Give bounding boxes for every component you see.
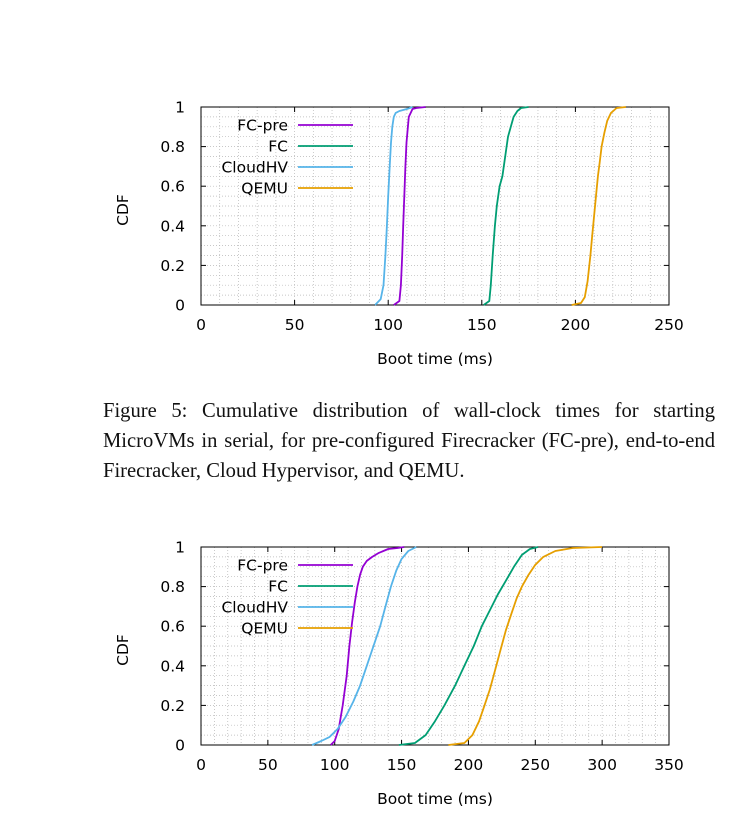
y-tick-label: 0 — [175, 297, 185, 315]
legend-label: FC-pre — [237, 557, 288, 575]
x-tick-label: 300 — [587, 756, 617, 774]
legend-label: CloudHV — [221, 599, 288, 617]
legend: FC-pre FC CloudHV QEMU — [221, 557, 353, 638]
x-tick-label: 250 — [654, 316, 684, 334]
x-tick-label: 200 — [454, 756, 484, 774]
x-tick-label: 0 — [196, 756, 206, 774]
x-tick-label: 150 — [467, 316, 497, 334]
y-tick-label: 0.4 — [160, 217, 185, 235]
x-tick-label: 150 — [387, 756, 417, 774]
legend-label: QEMU — [241, 620, 288, 638]
x-axis-label: Boot time (ms) — [377, 350, 493, 368]
x-tick-label: 250 — [520, 756, 550, 774]
legend-label: FC — [268, 578, 288, 596]
y-tick-label: 0 — [175, 737, 185, 755]
x-tick-label: 350 — [654, 756, 684, 774]
y-tick-label: 1 — [175, 539, 185, 557]
series-line-fc — [483, 106, 529, 306]
series-line-fc — [398, 546, 539, 746]
series-line-fc-pre — [393, 106, 426, 306]
x-tick-label: 100 — [373, 316, 403, 334]
series-line-qemu — [448, 546, 603, 746]
series-line-cloudhv — [311, 546, 417, 746]
x-tick-label: 50 — [285, 316, 305, 334]
y-tick-label: 0.6 — [160, 618, 185, 636]
legend-label: FC — [268, 138, 288, 156]
x-axis-label: Boot time (ms) — [377, 790, 493, 808]
x-tick-label: 100 — [320, 756, 350, 774]
x-tick-label: 200 — [561, 316, 591, 334]
y-tick-label: 0.8 — [160, 578, 185, 596]
y-tick-label: 0.4 — [160, 657, 185, 675]
y-axis-label: CDF — [114, 634, 132, 666]
plot-frame — [200, 106, 670, 306]
y-tick-label: 0.2 — [160, 257, 185, 275]
series-line-cloudhv — [374, 106, 413, 306]
plot-frame — [200, 546, 670, 746]
series-line-qemu — [571, 106, 626, 306]
y-axis-label: CDF — [114, 194, 132, 226]
cdf-chart-serial: 0 50 100 150 200 250 0 0.2 0.4 0.6 0.8 1 Boot time (… — [114, 99, 684, 369]
legend-label: FC-pre — [237, 117, 288, 135]
cdf-chart-parallel: 0 50 100 150 200 250 300 350 0 0.2 0.4 0.6 0.8 1 Boot … — [114, 539, 684, 809]
figure-caption: Figure 5: Cumulative distribution of wal… — [103, 400, 715, 482]
y-tick-label: 1 — [175, 99, 185, 117]
legend-label: CloudHV — [221, 159, 288, 177]
grid — [201, 547, 669, 745]
y-tick-label: 0.2 — [160, 697, 185, 715]
x-tick-label: 50 — [258, 756, 278, 774]
legend: FC-pre FC CloudHV QEMU — [221, 117, 353, 198]
legend-label: QEMU — [241, 180, 288, 198]
x-tick-label: 0 — [196, 316, 206, 334]
y-tick-label: 0.6 — [160, 178, 185, 196]
series-line-fc-pre — [330, 546, 405, 746]
y-tick-label: 0.8 — [160, 138, 185, 156]
